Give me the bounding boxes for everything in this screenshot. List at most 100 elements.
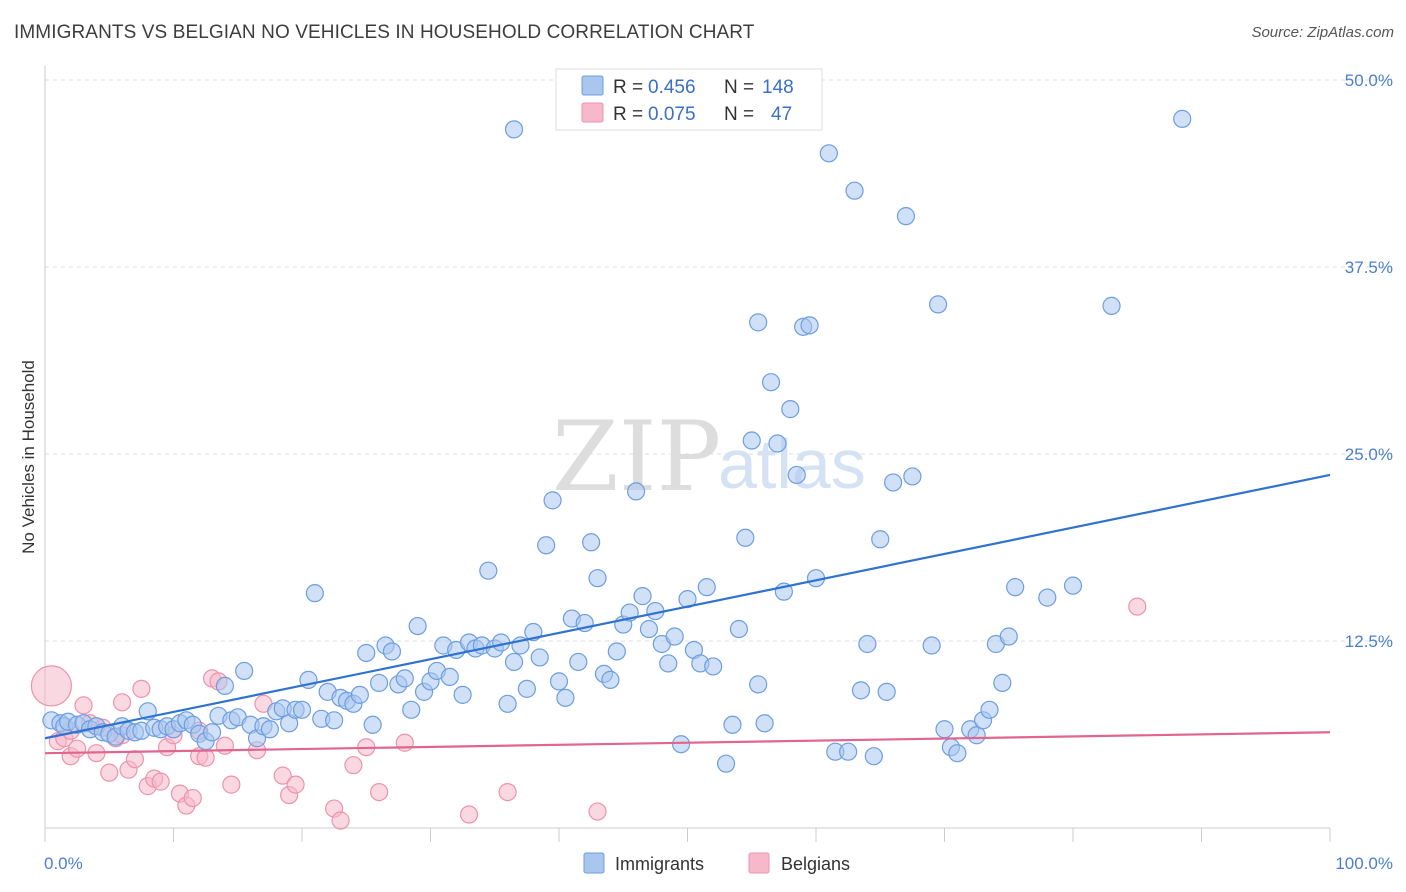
immigrants-point (922, 636, 941, 655)
immigrants-point (549, 672, 569, 691)
belgians-point (286, 775, 305, 794)
legend-swatch-immigrants (581, 75, 604, 96)
immigrants-point (781, 400, 800, 419)
legend-n-label-2: N = (724, 104, 754, 125)
immigrants-point (582, 533, 601, 552)
belgians-point (151, 772, 170, 791)
legend-swatch-belgians (581, 102, 604, 123)
y-axis-label: No Vehicles in Household (19, 360, 38, 554)
immigrants-point (851, 681, 871, 700)
y-tick-label: 37.5% (1345, 258, 1393, 277)
immigrants-point (215, 676, 234, 695)
source-label: Source: ZipAtlas.com (1251, 24, 1394, 41)
x-tick-label-min: 0.0% (44, 854, 83, 873)
legend-n-value-2: 47 (771, 104, 792, 125)
immigrants-point (671, 735, 691, 754)
immigrants-point (395, 669, 414, 688)
belgians-point (344, 756, 363, 775)
immigrants-point (761, 373, 781, 392)
immigrants-point (235, 661, 254, 681)
belgians-point (125, 750, 145, 769)
immigrants-point (1102, 296, 1121, 315)
immigrants-point (723, 715, 742, 734)
belgians-point (459, 805, 479, 824)
immigrants-point (877, 682, 896, 701)
immigrants-point (504, 652, 524, 672)
belgians-point (370, 782, 389, 802)
immigrants-point (305, 584, 324, 603)
immigrants-point (325, 711, 344, 730)
immigrants-point (626, 482, 646, 501)
immigrants-point (980, 700, 999, 719)
immigrants-point (370, 673, 389, 692)
immigrants-point (498, 694, 517, 713)
belgians-point (112, 693, 132, 712)
bottom-swatch-immigrants (583, 852, 605, 874)
immigrants-point (517, 679, 536, 698)
x-tick-labels: 0.0% 100.0% (44, 854, 1393, 873)
immigrants-point (948, 744, 967, 763)
immigrants-point (749, 313, 768, 332)
immigrants-point (537, 536, 556, 555)
legend-r-label-1: R = (613, 77, 643, 98)
immigrants-point (453, 685, 472, 704)
immigrants-point (883, 473, 903, 492)
bottom-swatch-belgians (748, 852, 770, 874)
immigrants-point (704, 657, 723, 676)
immigrants-point (697, 578, 716, 597)
belgians-trend-line (44, 731, 1331, 755)
belgians-point (588, 802, 607, 821)
immigrants-point (530, 648, 549, 667)
legend-r-label-2: R = (613, 104, 643, 125)
immigrants-point (903, 467, 922, 486)
bottom-legend: Immigrants Belgians (583, 852, 850, 874)
y-tick-label: 50.0% (1345, 71, 1393, 90)
immigrants-point (967, 726, 986, 745)
immigrants-point (350, 685, 369, 704)
immigrants-point (1038, 588, 1057, 607)
immigrants-point (871, 530, 890, 549)
belgians-point (68, 739, 87, 758)
immigrants-point (749, 675, 768, 694)
immigrants-point (569, 652, 588, 672)
belgians-point (395, 733, 414, 752)
immigrants-point (408, 616, 427, 636)
immigrants-point (601, 670, 620, 689)
y-tick-labels: 12.5% 25.0% 37.5% 50.0% (1345, 71, 1393, 651)
immigrants-point (292, 700, 312, 719)
bottom-legend-immigrants: Immigrants (615, 854, 704, 874)
immigrants-point (839, 742, 858, 761)
immigrants-point (588, 569, 607, 588)
legend-n-value-1: 148 (762, 77, 794, 98)
belgians-point (183, 788, 202, 808)
immigrants-point (819, 144, 838, 163)
immigrants-point (896, 207, 916, 226)
bottom-legend-belgians: Belgians (781, 854, 850, 874)
immigrants-point (659, 654, 678, 673)
immigrants-point (935, 720, 954, 739)
y-tick-label: 12.5% (1345, 632, 1393, 651)
immigrants-point (357, 643, 376, 663)
chart-title: IMMIGRANTS VS BELGIAN NO VEHICLES IN HOU… (14, 22, 755, 43)
watermark-atlas: atlas (718, 425, 866, 503)
trend-lines (44, 473, 1331, 755)
immigrants-point (1006, 578, 1025, 597)
legend-r-value-1: 0.456 (648, 77, 696, 98)
immigrants-point (363, 715, 382, 734)
immigrants-points (42, 109, 1192, 773)
immigrants-point (639, 619, 659, 639)
x-tick-label-max: 100.0% (1335, 854, 1393, 873)
belgians-point (74, 696, 93, 715)
immigrants-point (845, 181, 864, 200)
belgians-point (222, 775, 241, 794)
immigrants-point (607, 642, 626, 661)
legend-r-value-2: 0.075 (648, 104, 696, 125)
belgians-point (1128, 597, 1147, 616)
belgians-point (100, 763, 119, 782)
immigrants-point (402, 700, 421, 719)
immigrants-point (716, 754, 736, 773)
gridlines (45, 79, 1392, 642)
belgians-point (30, 665, 73, 707)
immigrants-point (736, 528, 755, 547)
top-legend: R = 0.456 N = 148 R = 0.075 N = 47 (555, 68, 823, 131)
